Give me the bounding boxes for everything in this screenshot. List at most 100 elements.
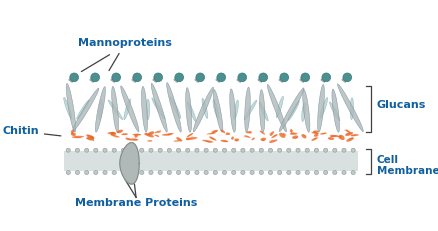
Ellipse shape	[121, 133, 128, 135]
Ellipse shape	[212, 131, 216, 133]
Ellipse shape	[282, 133, 286, 136]
Ellipse shape	[151, 83, 167, 132]
Ellipse shape	[261, 139, 265, 141]
Ellipse shape	[243, 136, 247, 137]
Ellipse shape	[167, 133, 171, 134]
Ellipse shape	[276, 96, 283, 118]
Ellipse shape	[173, 140, 180, 142]
Ellipse shape	[331, 89, 339, 132]
Ellipse shape	[312, 131, 316, 133]
Ellipse shape	[91, 137, 93, 138]
Ellipse shape	[141, 86, 147, 132]
Ellipse shape	[231, 170, 235, 175]
Ellipse shape	[194, 170, 198, 175]
Ellipse shape	[111, 86, 118, 132]
Ellipse shape	[158, 170, 162, 175]
Ellipse shape	[259, 131, 265, 135]
Ellipse shape	[204, 148, 208, 152]
Ellipse shape	[244, 87, 250, 132]
Ellipse shape	[301, 102, 305, 122]
Ellipse shape	[213, 170, 217, 175]
Ellipse shape	[75, 170, 79, 175]
Ellipse shape	[167, 170, 171, 175]
Ellipse shape	[130, 170, 134, 175]
Ellipse shape	[102, 148, 107, 152]
Ellipse shape	[167, 133, 173, 135]
Text: Mannoproteins: Mannoproteins	[78, 38, 172, 71]
Ellipse shape	[244, 100, 256, 120]
Ellipse shape	[319, 133, 326, 134]
Ellipse shape	[304, 148, 309, 152]
Ellipse shape	[317, 85, 324, 132]
Ellipse shape	[185, 148, 190, 152]
Text: Fungal Cell Wall: Fungal Cell Wall	[138, 8, 300, 26]
Ellipse shape	[327, 137, 333, 140]
Ellipse shape	[194, 148, 198, 152]
Ellipse shape	[86, 137, 94, 140]
Ellipse shape	[201, 140, 213, 143]
Ellipse shape	[332, 148, 336, 152]
Ellipse shape	[343, 130, 348, 132]
Ellipse shape	[313, 133, 317, 137]
Ellipse shape	[350, 170, 354, 175]
Polygon shape	[120, 143, 139, 184]
Ellipse shape	[260, 138, 265, 141]
Ellipse shape	[338, 135, 344, 140]
Ellipse shape	[300, 73, 309, 82]
Ellipse shape	[216, 73, 225, 82]
Polygon shape	[194, 75, 201, 82]
Ellipse shape	[72, 88, 99, 131]
Ellipse shape	[139, 170, 144, 175]
Ellipse shape	[329, 102, 339, 121]
Ellipse shape	[186, 138, 189, 140]
Ellipse shape	[158, 148, 162, 152]
Ellipse shape	[87, 136, 94, 141]
Ellipse shape	[279, 133, 285, 138]
Polygon shape	[110, 75, 117, 82]
Ellipse shape	[338, 136, 341, 139]
Ellipse shape	[321, 133, 325, 134]
Ellipse shape	[153, 73, 162, 82]
Ellipse shape	[132, 139, 138, 140]
Ellipse shape	[113, 135, 120, 137]
Ellipse shape	[269, 131, 273, 136]
Ellipse shape	[341, 148, 345, 152]
Ellipse shape	[290, 130, 292, 132]
Ellipse shape	[75, 148, 79, 152]
Ellipse shape	[121, 148, 125, 152]
Ellipse shape	[268, 140, 274, 142]
Ellipse shape	[231, 138, 233, 140]
Ellipse shape	[208, 133, 214, 134]
Ellipse shape	[84, 148, 88, 152]
Ellipse shape	[66, 83, 75, 132]
Ellipse shape	[323, 148, 327, 152]
Ellipse shape	[112, 170, 116, 175]
Ellipse shape	[346, 137, 353, 142]
Ellipse shape	[240, 170, 244, 175]
Ellipse shape	[187, 102, 195, 122]
Ellipse shape	[211, 130, 218, 133]
Ellipse shape	[195, 73, 204, 82]
Ellipse shape	[271, 134, 277, 138]
Ellipse shape	[347, 137, 353, 140]
Ellipse shape	[314, 137, 318, 139]
Ellipse shape	[267, 85, 286, 132]
Ellipse shape	[167, 148, 171, 152]
Ellipse shape	[112, 148, 116, 152]
Ellipse shape	[212, 99, 218, 119]
Ellipse shape	[90, 137, 94, 139]
Ellipse shape	[333, 136, 340, 137]
Ellipse shape	[87, 135, 92, 137]
Ellipse shape	[341, 170, 345, 175]
Ellipse shape	[244, 135, 250, 138]
Polygon shape	[215, 75, 222, 82]
Ellipse shape	[77, 100, 89, 119]
Ellipse shape	[144, 134, 150, 136]
Ellipse shape	[166, 83, 181, 132]
Ellipse shape	[91, 73, 99, 82]
Ellipse shape	[304, 170, 309, 175]
Ellipse shape	[312, 131, 318, 133]
Ellipse shape	[345, 129, 350, 134]
Ellipse shape	[123, 134, 127, 135]
Ellipse shape	[225, 134, 227, 135]
